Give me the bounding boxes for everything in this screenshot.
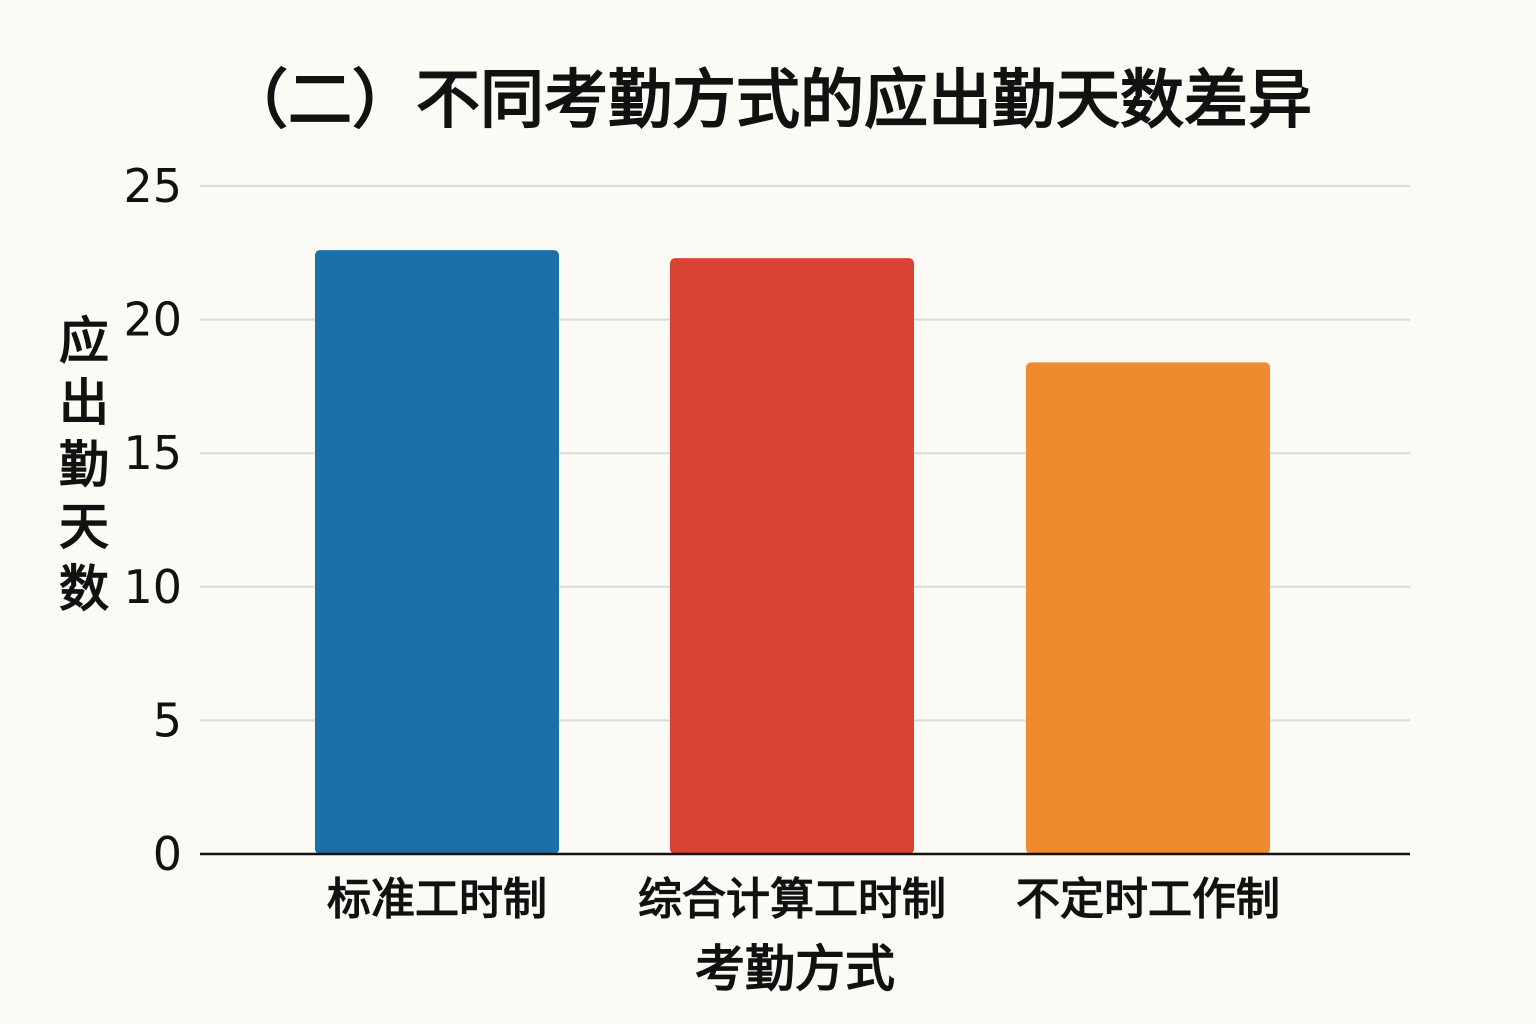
bar bbox=[315, 250, 559, 855]
bars bbox=[315, 250, 1270, 855]
y-axis-title: 应出勤天数 bbox=[59, 312, 109, 618]
y-tick-label: 25 bbox=[123, 159, 182, 213]
y-tick-label: 10 bbox=[123, 560, 182, 614]
x-category-label: 标准工时制 bbox=[327, 874, 547, 925]
x-category-label: 不定时工作制 bbox=[1016, 874, 1280, 925]
bar bbox=[1026, 362, 1270, 854]
y-tick-label: 0 bbox=[153, 827, 182, 881]
y-tick-label: 15 bbox=[123, 426, 182, 480]
x-category-labels: 标准工时制 综合计算工时制 不定时工作制 bbox=[327, 874, 1280, 925]
y-tick-label: 5 bbox=[153, 693, 182, 747]
bar bbox=[670, 258, 914, 854]
y-tick-labels: 0 5 10 15 20 25 bbox=[123, 159, 182, 881]
x-category-label: 综合计算工时制 bbox=[638, 874, 946, 925]
chart-title: （二）不同考勤方式的应出勤天数差异 bbox=[224, 64, 1312, 138]
y-tick-label: 20 bbox=[123, 293, 182, 347]
x-axis-title: 考勤方式 bbox=[695, 940, 895, 998]
